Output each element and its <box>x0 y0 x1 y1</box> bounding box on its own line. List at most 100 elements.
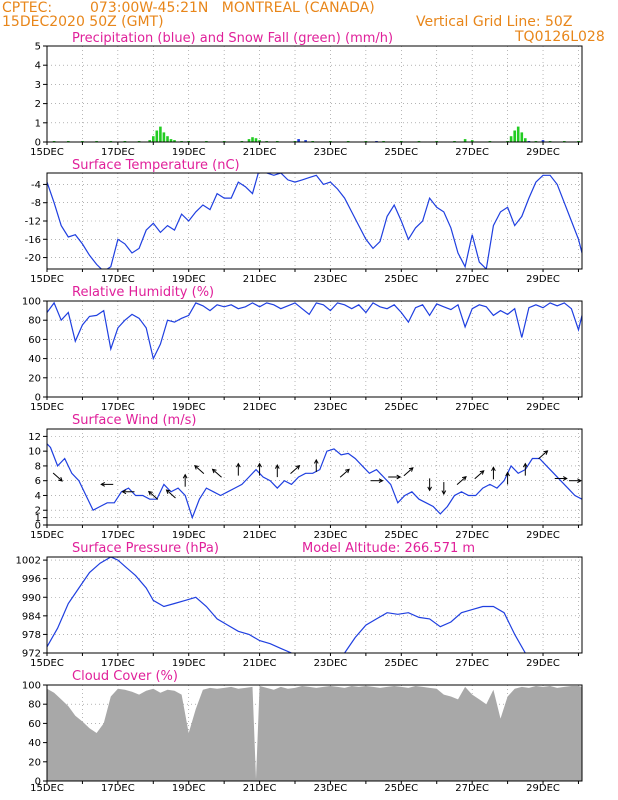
pres-frame <box>46 556 583 654</box>
wind-arrow-shaft <box>194 465 205 474</box>
wind-arrow-head <box>121 489 127 495</box>
pres-xtick-label: 25DEC <box>384 658 418 669</box>
precip-bar <box>524 138 527 142</box>
wind-arrow-head <box>211 468 217 474</box>
cloud-xtick-label: 25DEC <box>384 783 418 794</box>
precip-ytick-label: 3 <box>35 80 41 91</box>
precip-data <box>52 126 580 142</box>
temp-ytick-label: -20 <box>25 253 41 264</box>
temp-data <box>47 173 582 269</box>
precip-xtick-label: 27DEC <box>455 147 489 158</box>
rh-series-line <box>47 301 582 361</box>
rh-xtick-label: 27DEC <box>455 402 489 413</box>
wind-arrow-head <box>194 464 199 470</box>
cloud-xtick-label: 17DEC <box>101 783 135 794</box>
pres-ytick-label: 984 <box>22 611 41 622</box>
wind-xtick-label: 29DEC <box>526 530 560 541</box>
wind-arrow-head <box>577 478 582 484</box>
precip-title: Precipitation (blue) and Snow Fall (gree… <box>72 31 393 46</box>
cloud-xtick-label: 29DEC <box>526 783 560 794</box>
wind-arrow-head <box>58 477 63 482</box>
precip-bar <box>297 139 300 142</box>
cloud-panel <box>43 684 583 784</box>
wind-ytick-label: 2 <box>35 506 41 517</box>
precip-bar <box>159 126 162 142</box>
precip-bar <box>251 137 254 142</box>
wind-arrow-head <box>543 450 549 455</box>
wind-arrow-head <box>396 474 402 480</box>
wind-ytick-label: 10 <box>28 447 41 458</box>
cloud-title: Cloud Cover (%) <box>72 669 178 684</box>
wind-ytick-label: 12 <box>28 432 41 443</box>
rh-title: Relative Humidity (%) <box>72 285 214 300</box>
pres-xtick-label: 21DEC <box>243 658 277 669</box>
cloud-xtick-label: 19DEC <box>172 783 206 794</box>
wind-arrow-head <box>479 470 485 475</box>
rh-xtick-label: 21DEC <box>243 402 277 413</box>
wind-xtick-label: 17DEC <box>101 530 135 541</box>
pres-xtick-label: 27DEC <box>455 658 489 669</box>
precip-panel <box>43 45 583 145</box>
cloud-data <box>47 686 582 781</box>
wind-title: Surface Wind (m/s) <box>72 413 196 428</box>
rh-ytick-label: 40 <box>28 354 41 365</box>
precip-ytick-label: 5 <box>35 42 41 53</box>
rh-xtick-label: 29DEC <box>526 402 560 413</box>
rh-ytick-label: 80 <box>28 316 41 327</box>
wind-arrow-shaft <box>212 468 222 478</box>
rh-xtick-label: 17DEC <box>101 402 135 413</box>
cloud-ytick-label: 100 <box>22 681 41 692</box>
pres-ytick-label: 972 <box>22 649 41 660</box>
cloud-area <box>47 686 582 781</box>
precip-bar <box>513 130 516 142</box>
wind-arrow-head <box>257 462 262 468</box>
wind-series-line <box>47 443 582 520</box>
wind-arrow-head <box>182 473 188 479</box>
temp-ytick-label: -12 <box>25 217 41 228</box>
temp-ytick-label: -16 <box>25 235 41 246</box>
wind-ytick-label: 0 <box>35 521 41 532</box>
precip-xtick-label: 17DEC <box>101 147 135 158</box>
temp-xtick-label: 23DEC <box>314 274 348 285</box>
wind-arrow-head <box>165 489 171 494</box>
pres-ytick-label: 978 <box>22 630 41 641</box>
precip-xtick-label: 21DEC <box>243 147 277 158</box>
header-location: 073:00W-45:21N MONTREAL (CANADA) <box>90 0 375 16</box>
wind-ytick-label: 8 <box>35 461 41 472</box>
rh-xtick-label: 23DEC <box>314 402 348 413</box>
precip-bar <box>254 138 258 142</box>
rh-ytick-label: 100 <box>22 297 41 308</box>
wind-xtick-label: 21DEC <box>243 530 277 541</box>
precip-ytick-label: 2 <box>35 99 41 110</box>
precip-bar <box>169 139 173 142</box>
rh-ytick-label: 20 <box>28 373 41 384</box>
wind-arrow-shaft <box>166 489 176 499</box>
temp-ytick-label: -8 <box>31 198 41 209</box>
wind-xtick-label: 19DEC <box>172 530 206 541</box>
precip-bar <box>162 132 166 142</box>
pres-ytick-label: 990 <box>22 593 41 604</box>
header-line1-left: CPTEC: <box>2 0 53 16</box>
precip-bar <box>258 140 261 142</box>
rh-xtick-label: 25DEC <box>384 402 418 413</box>
temp-xtick-label: 15DEC <box>30 274 64 285</box>
rh-xtick-label: 19DEC <box>172 402 206 413</box>
wind-xtick-label: 15DEC <box>30 530 64 541</box>
temp-xtick-label: 19DEC <box>172 274 206 285</box>
rh-ytick-label: 0 <box>35 393 41 404</box>
precip-ytick-label: 1 <box>35 118 41 129</box>
wind-arrow-head <box>235 462 241 468</box>
wind-ytick-label: 1 <box>35 513 41 524</box>
wind-arrow-shaft <box>456 476 467 486</box>
temp-panel <box>43 172 583 272</box>
wind-data <box>47 443 582 520</box>
pres-xtick-label: 15DEC <box>30 658 64 669</box>
precip-xtick-label: 29DEC <box>526 147 560 158</box>
wind-arrow-shaft <box>403 467 414 477</box>
rh-panel <box>43 300 583 400</box>
pres-series-line <box>47 557 527 653</box>
wind-arrow-head <box>345 468 350 474</box>
precip-xtick-label: 25DEC <box>384 147 418 158</box>
wind-arrow-head <box>491 466 496 472</box>
wind-arrow-shaft <box>474 470 485 480</box>
